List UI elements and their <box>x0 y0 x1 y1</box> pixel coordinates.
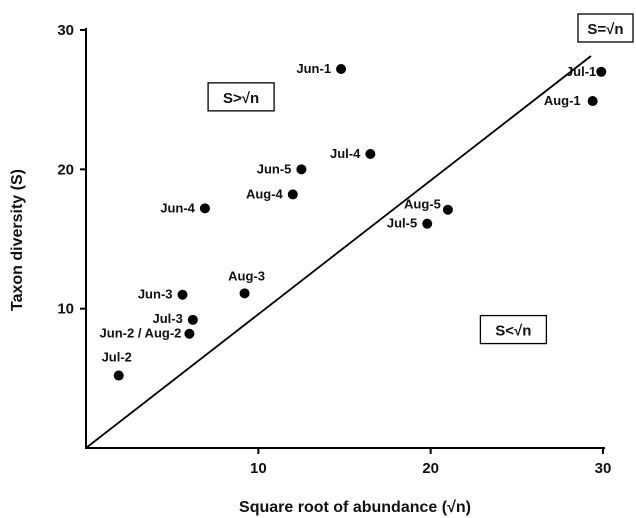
data-point <box>113 370 124 381</box>
data-point-label: Jul-2 <box>102 350 132 365</box>
data-point <box>187 314 198 325</box>
reference-line-label: S=√n <box>587 21 623 38</box>
reference-line-group: S=√n <box>85 13 634 449</box>
region-label-box <box>479 314 548 345</box>
data-point-label: Jun-5 <box>257 161 292 176</box>
data-point-label: Jun-3 <box>138 287 173 302</box>
data-point-label: Jul-3 <box>153 311 183 326</box>
data-point-label: Jul-4 <box>330 146 361 161</box>
y-tick-label: 30 <box>57 22 74 39</box>
data-point <box>442 204 453 215</box>
data-point-label: Jun-4 <box>160 200 195 215</box>
data-point-label: Jul-1 <box>566 64 596 79</box>
data-point-label: Aug-3 <box>228 268 265 283</box>
region-label-box <box>207 82 275 112</box>
data-point <box>296 164 307 175</box>
data-point <box>336 64 347 75</box>
y-tick-label: 20 <box>57 161 74 178</box>
x-axis-title: Square root of abundance (√n) <box>239 499 471 516</box>
y-axis-title: Taxon diversity (S) <box>9 169 26 311</box>
axes <box>85 28 605 449</box>
data-point <box>184 328 195 339</box>
tick-marks: 10 20 30 10 20 30 <box>57 22 611 477</box>
x-tick-label: 20 <box>422 460 439 477</box>
region-label: S>√n <box>223 90 259 107</box>
reference-line-label-box <box>577 13 634 43</box>
data-points <box>113 64 607 381</box>
data-point-label: Aug-4 <box>246 186 284 201</box>
data-point <box>239 288 250 299</box>
data-point <box>422 218 433 229</box>
data-point <box>587 96 598 107</box>
data-point-label: Jul-5 <box>387 216 417 231</box>
data-point-label: Aug-1 <box>544 93 581 108</box>
x-tick-label: 30 <box>595 460 612 477</box>
data-point-labels: Jun-1 Jul-1 Aug-1 Jul-4 Jun-5 Aug-4 Jun-4 Aug-5… <box>100 61 597 365</box>
data-point <box>365 149 376 160</box>
x-tick-label: 10 <box>250 460 267 477</box>
data-point-label: Jun-1 <box>296 61 331 76</box>
data-point <box>596 66 607 77</box>
y-tick-label: 10 <box>57 301 74 318</box>
region-label: S<√n <box>495 323 531 340</box>
data-point <box>177 289 188 300</box>
data-point <box>199 203 210 214</box>
region-label-group: S>√n S<√n <box>207 82 548 345</box>
data-point-label: Jun-2 / Aug-2 <box>100 326 182 341</box>
reference-line <box>85 55 592 449</box>
data-point <box>287 189 298 200</box>
data-point-label: Aug-5 <box>404 197 441 212</box>
